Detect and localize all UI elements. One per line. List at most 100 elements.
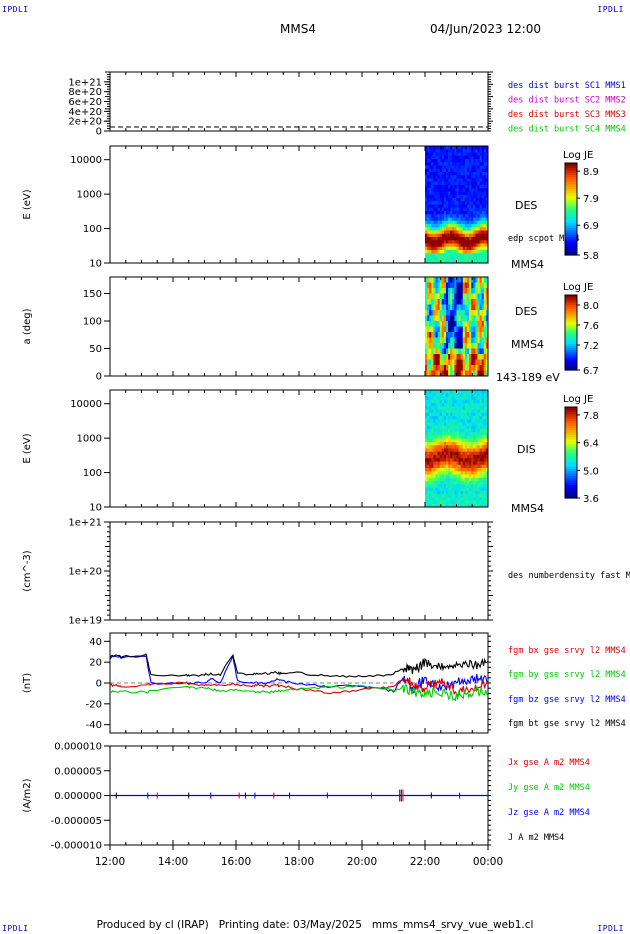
spectrogram-cell: [469, 207, 472, 212]
spectrogram-cell: [462, 191, 466, 196]
spectrogram-cell: [439, 455, 443, 459]
spectrogram-cell: [471, 487, 474, 492]
spectrogram-cell: [437, 152, 441, 157]
spectrogram-cell: [471, 396, 474, 401]
spectrogram-cell: [439, 175, 443, 179]
spectrogram-cell: [464, 497, 468, 501]
spectrogram-cell: [460, 332, 464, 338]
spectrogram-cell: [437, 321, 441, 327]
spectrogram-cell: [446, 256, 449, 261]
spectrogram-cell: [433, 277, 436, 283]
spectrogram-cell: [427, 348, 430, 355]
spectrogram-cell: [467, 198, 470, 202]
spectrogram-cell: [460, 282, 464, 289]
spectrogram-cell: [477, 425, 481, 430]
spectrogram-cell: [475, 409, 478, 414]
spectrogram-cell: [475, 471, 478, 475]
spectrogram-cell: [477, 198, 481, 202]
spectrogram-cell: [435, 464, 439, 469]
spectrogram-cell: [437, 194, 441, 199]
spectrogram-cell: [464, 207, 468, 212]
spectrogram-cell: [483, 484, 487, 488]
spectrogram-cell: [483, 220, 487, 225]
spectrogram-cell: [464, 304, 468, 311]
spectrogram-cell: [462, 233, 466, 238]
colorbar-cell: [565, 225, 577, 228]
spectrogram-cell: [464, 343, 468, 349]
spectrogram-cell: [439, 435, 443, 440]
spectrogram-cell: [485, 214, 489, 218]
spectrogram-cell: [475, 256, 478, 261]
spectrogram-cell: [479, 282, 483, 289]
spectrogram-cell: [475, 181, 478, 186]
spectrogram-cell: [473, 243, 476, 248]
spectrogram-cell: [485, 445, 489, 449]
spectrogram-cell: [475, 412, 478, 417]
spectrogram-cell: [450, 481, 453, 485]
spectrogram-cell: [485, 165, 489, 170]
spectrogram-cell: [469, 185, 472, 189]
spectrogram-cell: [456, 461, 460, 466]
fgm-legend-1: fgm bx gse srvy l2 MMS4: [508, 646, 626, 656]
spectrogram-cell: [458, 461, 462, 466]
spectrogram-cell: [475, 445, 478, 449]
spectrogram-cell: [454, 288, 457, 294]
spectrogram-cell: [477, 471, 481, 475]
spectrogram-cell: [443, 240, 447, 244]
spectrogram-cell: [452, 172, 455, 176]
spectrogram-cell: [467, 152, 470, 157]
spectrogram-cell: [454, 233, 457, 238]
spectrogram-cell: [469, 354, 472, 360]
spectrogram-cell: [479, 250, 483, 254]
spectrogram-cell: [485, 471, 489, 475]
spectrogram-cell: [452, 442, 455, 446]
spectrogram-cell: [450, 159, 453, 163]
spectrogram-cell: [477, 220, 481, 225]
spectrogram-cell: [485, 354, 489, 360]
spectrogram-cell: [477, 253, 481, 257]
spectrogram-cell: [456, 477, 460, 482]
spectrogram-cell: [471, 155, 474, 160]
spectrogram-cell: [435, 172, 439, 176]
colorbar-cell: [565, 457, 577, 460]
footer-produced: Produced by cl (IRAP): [96, 919, 209, 931]
spectrogram-cell: [471, 194, 474, 199]
spectrogram-cell: [454, 332, 457, 338]
spectrogram-cell: [464, 399, 468, 404]
spectrogram-cell: [425, 390, 428, 394]
spectrogram-cell: [456, 337, 460, 344]
spectrogram-cell: [439, 393, 443, 397]
spectrogram-cell: [464, 159, 468, 163]
spectrogram-cell: [429, 233, 432, 238]
spectrogram-cell: [469, 370, 472, 377]
spectrogram-cell: [427, 227, 430, 231]
spectrogram-cell: [446, 409, 449, 414]
spectrogram-cell: [454, 194, 457, 199]
spectrogram-cell: [458, 468, 462, 472]
spectrogram-cell: [473, 429, 476, 433]
spectrogram-cell: [477, 191, 481, 196]
colorbar-cell: [565, 366, 577, 369]
spectrogram-cell: [454, 390, 457, 394]
spectrogram-cell: [458, 435, 462, 440]
spectrogram-cell: [479, 365, 483, 371]
spectrogram-cell: [425, 321, 428, 327]
fgm-y-tick-label: 40: [89, 637, 102, 648]
spectrogram-cell: [441, 409, 445, 414]
spectrogram-cell: [479, 230, 483, 235]
spectrogram-cell: [464, 282, 468, 289]
spectrogram-cell: [433, 194, 436, 199]
spectrogram-cell: [485, 500, 489, 505]
spectrogram-cell: [427, 304, 430, 311]
spectrogram-cell: [460, 165, 464, 170]
des-pitch-energy-range-label: 143-189 eV: [496, 371, 560, 384]
spectrogram-cell: [439, 416, 443, 420]
spectrogram-cell: [473, 359, 476, 366]
spectrogram-cell: [450, 448, 453, 453]
spectrogram-cell: [437, 155, 441, 160]
spectrogram-cell: [481, 250, 485, 254]
fgm-series-line: [109, 677, 489, 697]
spectrogram-cell: [433, 162, 436, 166]
spectrogram-cell: [467, 165, 470, 170]
spectrogram-cell: [431, 422, 434, 427]
